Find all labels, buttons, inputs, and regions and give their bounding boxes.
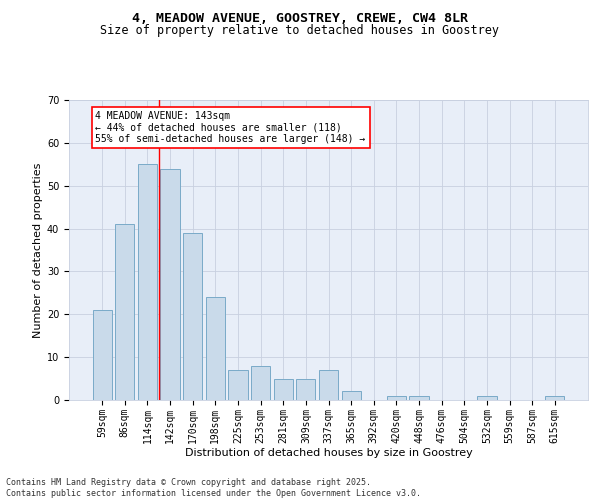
Bar [545,396,565,400]
Bar [477,396,497,400]
Bar [341,392,361,400]
Bar [115,224,134,400]
Y-axis label: Number of detached properties: Number of detached properties [33,162,43,338]
Bar [229,370,248,400]
Bar [319,370,338,400]
Text: 4 MEADOW AVENUE: 143sqm
← 44% of detached houses are smaller (118)
55% of semi-d: 4 MEADOW AVENUE: 143sqm ← 44% of detache… [95,110,365,144]
Bar [251,366,270,400]
Text: 4, MEADOW AVENUE, GOOSTREY, CREWE, CW4 8LR: 4, MEADOW AVENUE, GOOSTREY, CREWE, CW4 8… [132,12,468,26]
Bar [409,396,428,400]
Text: Contains HM Land Registry data © Crown copyright and database right 2025.
Contai: Contains HM Land Registry data © Crown c… [6,478,421,498]
Bar [206,297,225,400]
Bar [92,310,112,400]
Bar [296,378,316,400]
Bar [160,168,180,400]
Bar [387,396,406,400]
Bar [183,233,202,400]
X-axis label: Distribution of detached houses by size in Goostrey: Distribution of detached houses by size … [185,448,472,458]
Bar [274,378,293,400]
Bar [138,164,157,400]
Text: Size of property relative to detached houses in Goostrey: Size of property relative to detached ho… [101,24,499,37]
